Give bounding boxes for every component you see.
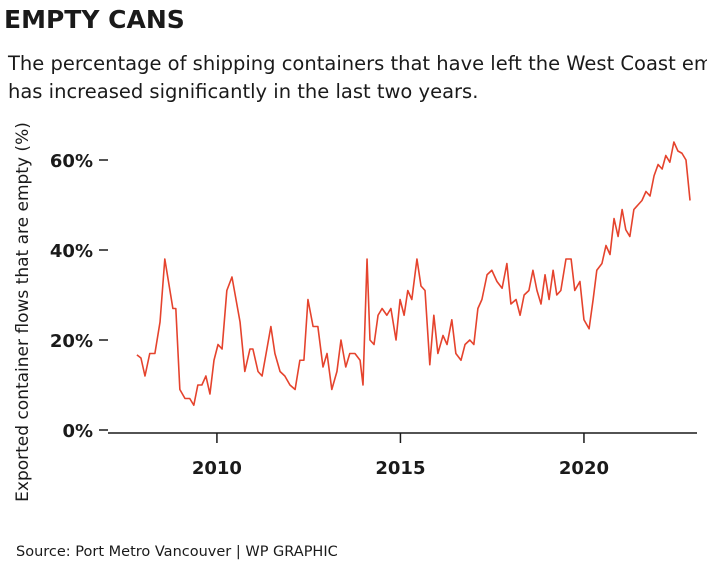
x-tick-label: 2015 [375,458,425,479]
y-tick-label: 60% [50,151,93,172]
subtitle-line: The percentage of shipping containers th… [7,52,707,75]
source: Source: Port Metro Vancouver | WP GRAPHI… [16,544,338,560]
x-tick-label: 2020 [559,458,609,479]
data-line [136,141,691,407]
chart-title: EMPTY CANS [4,5,185,34]
subtitle-line: has increased significantly in the last … [8,80,478,103]
y-tick-label: 20% [50,331,93,352]
y-axis-label: Exported container flows that are empty … [13,122,33,502]
y-tick-label: 0% [62,421,93,442]
x-tick-label: 2010 [192,458,242,479]
y-tick-label: 40% [50,241,93,262]
